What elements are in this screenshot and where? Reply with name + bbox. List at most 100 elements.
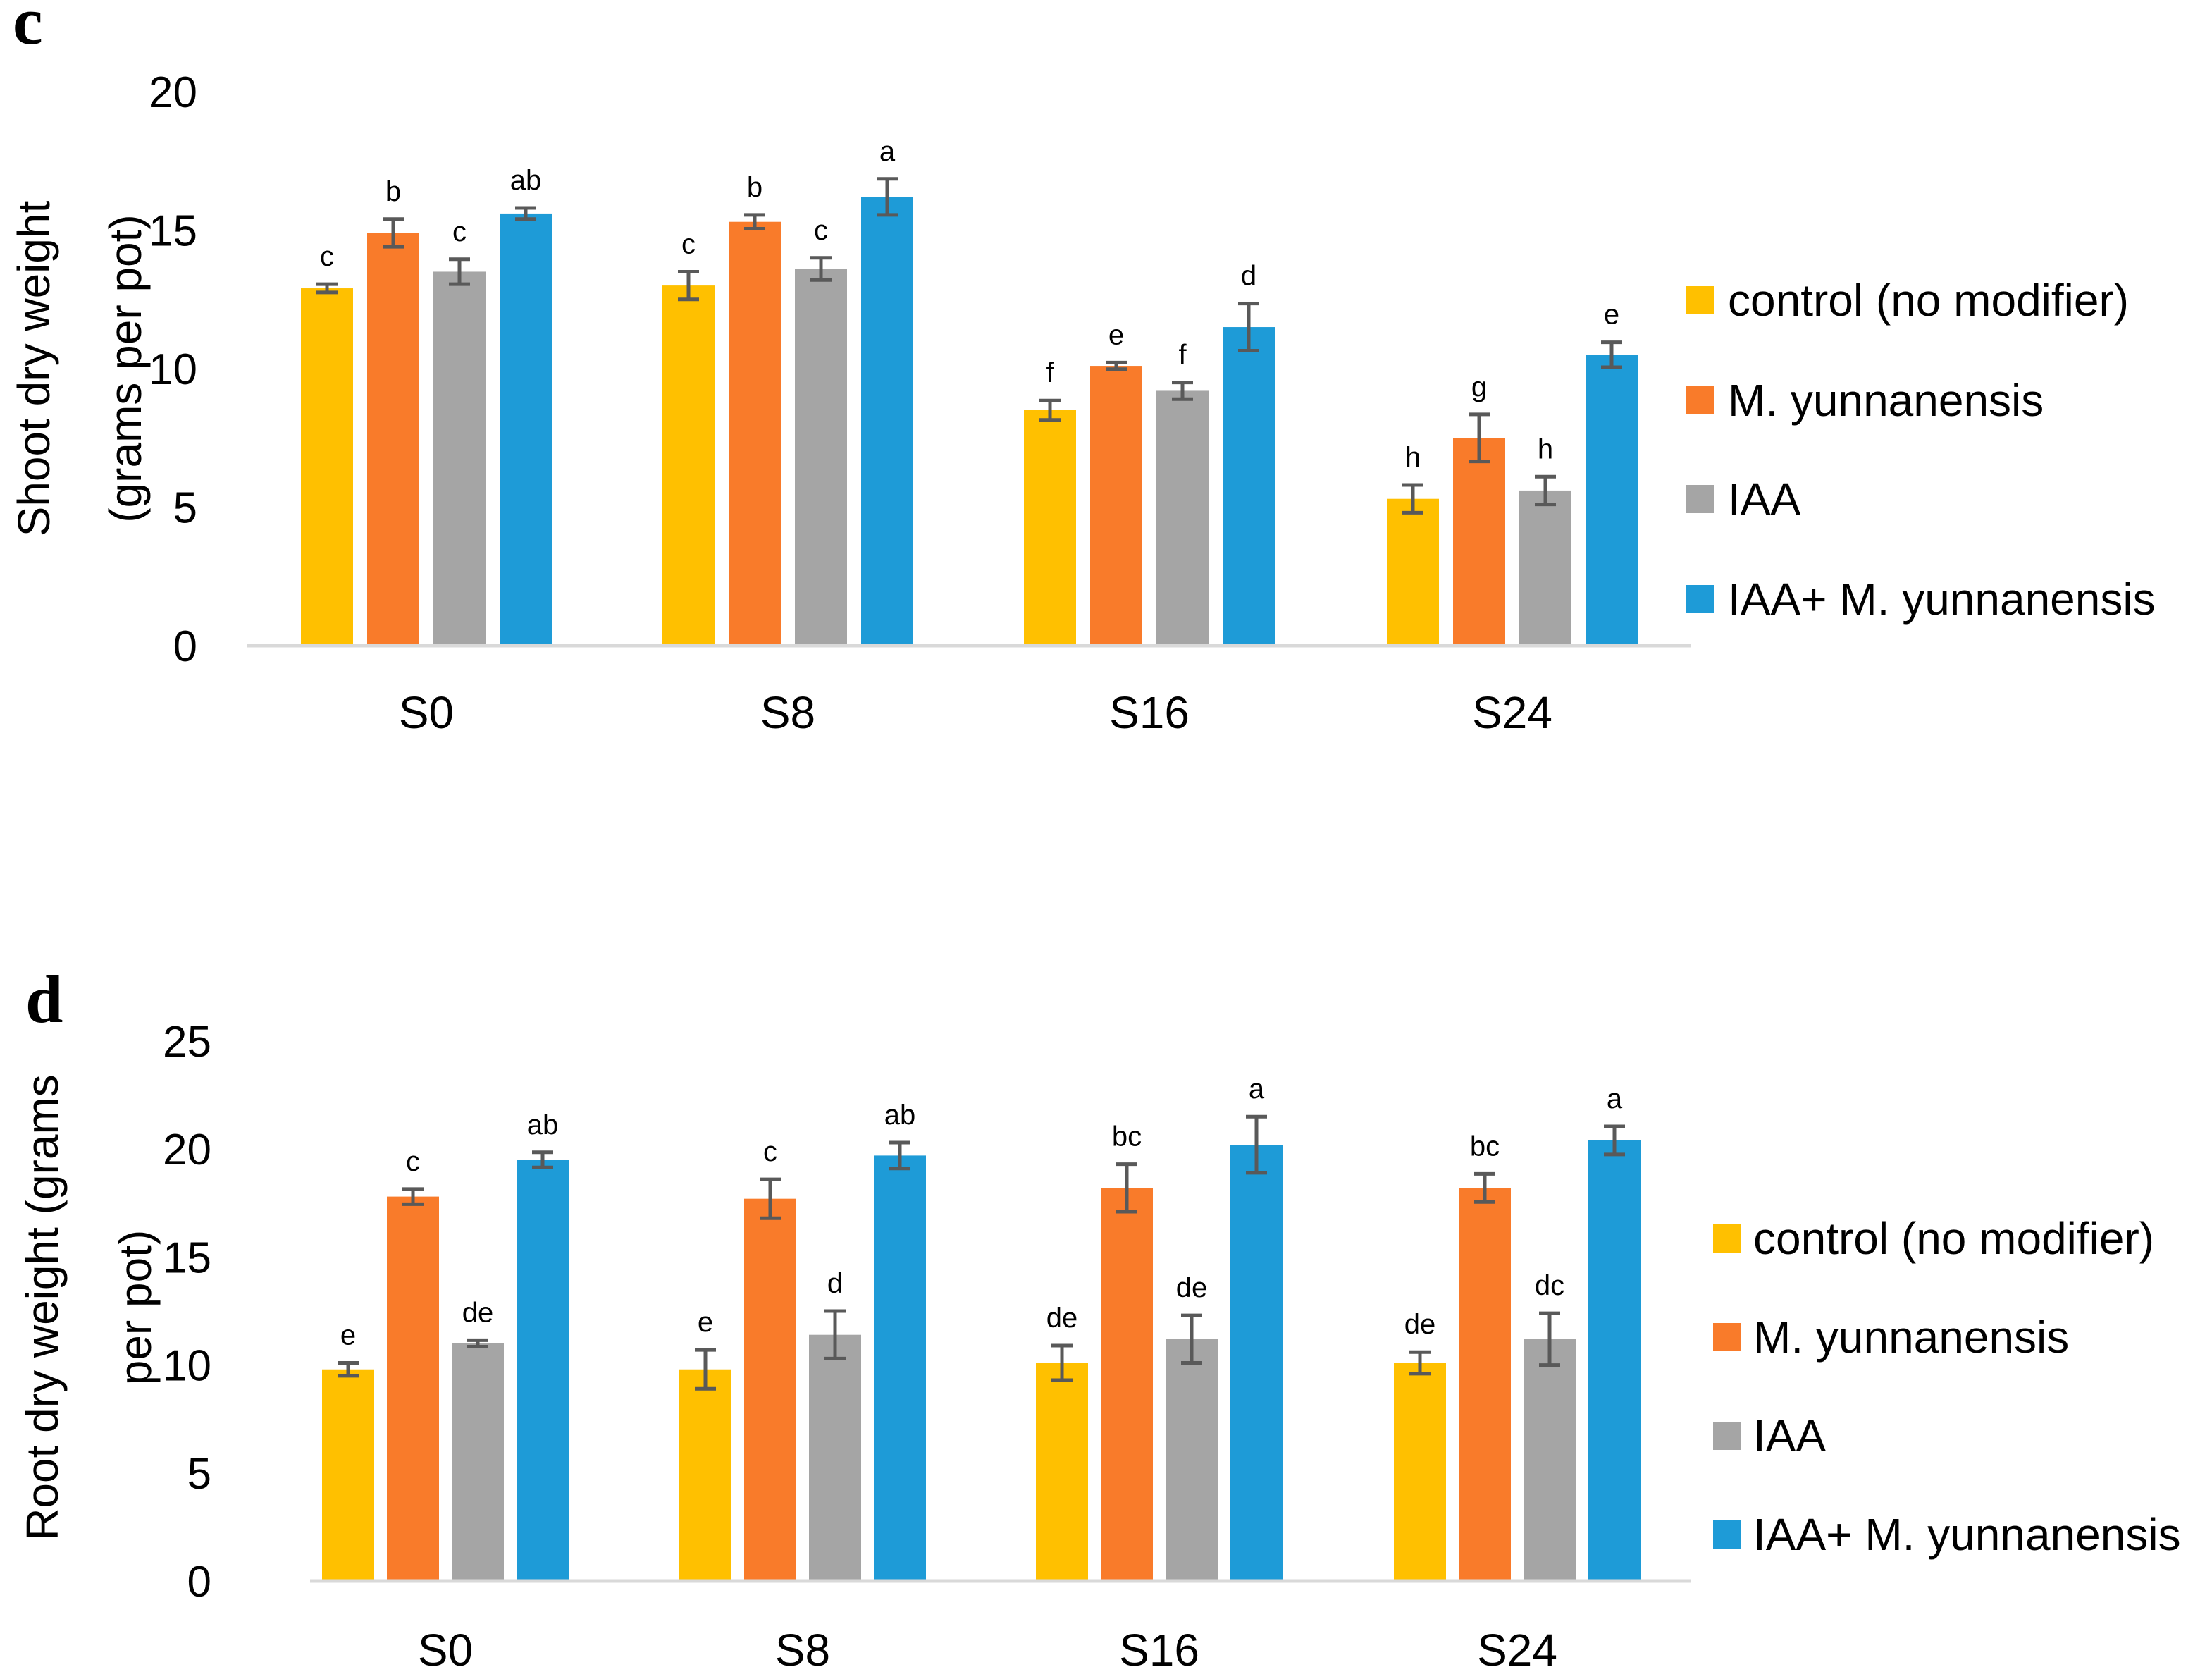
c-y-tick-label: 0 — [173, 622, 197, 671]
c-y-tick-label: 15 — [149, 207, 197, 256]
c-bar — [795, 269, 847, 646]
shoot-dry-weight-chart: 0 5 10 15 20 Shoot dry weight (grams per pot) c… — [8, 68, 2156, 738]
c-significance-letter: ab — [510, 165, 542, 196]
panel-letter-d: d — [25, 961, 63, 1037]
c-y-tick-label: 20 — [149, 68, 197, 117]
c-legend-label: IAA — [1728, 474, 1800, 524]
c-x-tick-label: S0 — [399, 687, 454, 738]
d-significance-letter: e — [340, 1320, 356, 1351]
c-legend-label: IAA+ M. yunnanensis — [1728, 574, 2156, 625]
d-significance-letter: e — [698, 1307, 713, 1338]
d-legend-swatch — [1713, 1520, 1741, 1549]
c-significance-letter: h — [1538, 433, 1553, 465]
d-bar — [679, 1369, 731, 1581]
d-y-axis-title: Root dry weight (grams per pot) — [17, 1074, 161, 1541]
c-bar — [1156, 390, 1209, 646]
c-significance-letter: c — [681, 228, 696, 259]
c-legend-label: M. yunnanensis — [1728, 375, 2044, 426]
c-significance-letter: f — [1178, 340, 1187, 371]
d-significance-letter: bc — [1112, 1121, 1142, 1152]
c-significance-letter: h — [1405, 442, 1421, 473]
c-significance-letter: g — [1471, 371, 1487, 402]
c-significance-letter: a — [879, 136, 896, 167]
d-legend-label: M. yunnanensis — [1753, 1312, 2069, 1363]
d-legend-label: control (no modifier) — [1753, 1213, 2154, 1264]
c-bar — [861, 197, 913, 646]
d-bar — [809, 1334, 861, 1581]
d-x-tick-label: S0 — [418, 1625, 473, 1675]
d-bar — [452, 1343, 504, 1581]
d-y-tick-label: 25 — [163, 1018, 211, 1066]
panel-letter-c: c — [13, 0, 43, 59]
d-legend-swatch — [1713, 1224, 1741, 1253]
d-bar — [1524, 1339, 1576, 1581]
d-y-tick-label: 10 — [163, 1342, 211, 1391]
d-legend-label: IAA+ M. yunnanensis — [1753, 1509, 2181, 1560]
d-bar — [1230, 1145, 1283, 1581]
d-y-tick-label: 15 — [163, 1234, 211, 1282]
d-x-tick-label: S16 — [1119, 1625, 1199, 1675]
c-bar — [367, 233, 419, 646]
d-bar — [322, 1369, 374, 1581]
c-significance-letter: d — [1241, 261, 1256, 292]
d-bar — [387, 1196, 439, 1581]
c-bar — [1387, 498, 1439, 646]
c-legend-swatch — [1686, 386, 1714, 414]
d-significance-letter: de — [1404, 1309, 1436, 1340]
d-significance-letter: de — [1176, 1272, 1208, 1303]
d-x-tick-label: S8 — [775, 1625, 830, 1675]
d-significance-letter: de — [462, 1297, 494, 1328]
c-y-axis-title-line: Shoot dry weight — [8, 200, 59, 536]
d-significance-letter: bc — [1470, 1131, 1500, 1162]
c-bar — [662, 285, 715, 646]
c-legend-swatch — [1686, 286, 1714, 314]
d-x-tick-label: S24 — [1477, 1625, 1557, 1675]
d-bar — [1459, 1188, 1511, 1581]
d-significance-letter: d — [827, 1268, 843, 1299]
d-significance-letter: c — [406, 1146, 420, 1177]
c-legend-label: control (no modifier) — [1728, 275, 2129, 326]
c-significance-letter: b — [385, 176, 401, 207]
c-bar — [301, 288, 353, 646]
c-y-tick-label: 5 — [173, 484, 197, 533]
d-y-axis-title-line: per pot) — [110, 1230, 161, 1386]
c-legend-swatch — [1686, 485, 1714, 513]
c-significance-letter: f — [1046, 357, 1054, 388]
c-bar — [1519, 490, 1571, 646]
c-legend-swatch — [1686, 585, 1714, 613]
d-significance-letter: ab — [884, 1100, 916, 1131]
d-significance-letter: c — [763, 1136, 777, 1167]
root-dry-weight-chart: 0 5 10 15 20 25 Root dry weight (grams per pot)… — [17, 1018, 2181, 1675]
d-bar — [1588, 1140, 1641, 1581]
c-bar — [433, 271, 486, 646]
c-significance-letter: e — [1108, 319, 1124, 350]
c-x-tick-label: S16 — [1109, 687, 1190, 738]
d-significance-letter: dc — [1535, 1270, 1564, 1301]
c-bar — [1024, 410, 1076, 646]
c-y-tick-label: 10 — [149, 345, 197, 394]
d-significance-letter: a — [1607, 1083, 1623, 1114]
c-significance-letter: c — [814, 215, 828, 246]
d-y-tick-label: 5 — [187, 1450, 211, 1499]
c-bar — [500, 213, 552, 646]
d-y-tick-label: 0 — [187, 1558, 211, 1606]
d-significance-letter: ab — [527, 1109, 559, 1140]
c-y-axis-title: Shoot dry weight (grams per pot) — [8, 200, 151, 536]
c-significance-letter: c — [452, 216, 467, 247]
c-bar — [1090, 366, 1142, 646]
c-bar — [1223, 327, 1275, 646]
d-bar — [1101, 1188, 1153, 1581]
c-bar — [1586, 355, 1638, 646]
d-bar — [1394, 1363, 1446, 1581]
d-legend-swatch — [1713, 1323, 1741, 1351]
c-significance-letter: c — [320, 241, 334, 272]
d-bar — [1166, 1339, 1218, 1581]
d-bar — [1036, 1363, 1088, 1581]
c-bar — [729, 221, 781, 646]
d-significance-letter: a — [1249, 1074, 1265, 1105]
c-x-tick-label: S24 — [1472, 687, 1552, 738]
c-x-tick-label: S8 — [760, 687, 815, 738]
c-significance-letter: b — [747, 172, 762, 203]
d-legend-label: IAA — [1753, 1410, 1826, 1461]
